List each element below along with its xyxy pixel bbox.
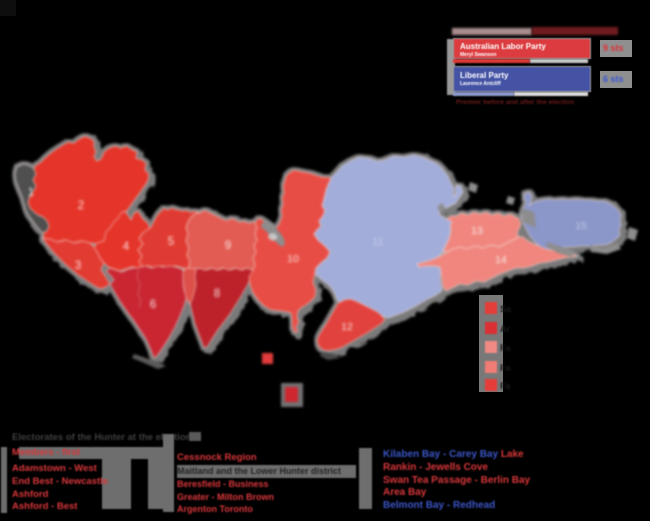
svg-text:Fa: Fa xyxy=(500,381,511,391)
svg-text:Sa: Sa xyxy=(500,304,512,314)
svg-text:14: 14 xyxy=(495,254,507,266)
svg-text:8: 8 xyxy=(214,288,220,300)
svg-text:3: 3 xyxy=(75,260,81,272)
svg-text:4: 4 xyxy=(123,241,130,253)
svg-text:11: 11 xyxy=(373,236,384,248)
svg-text:2: 2 xyxy=(78,200,84,212)
svg-text:Ar: Ar xyxy=(500,324,510,334)
svg-text:13: 13 xyxy=(471,225,483,237)
svg-text:Fa: Fa xyxy=(500,363,511,373)
svg-text:9: 9 xyxy=(225,240,231,252)
svg-text:Fa: Fa xyxy=(500,343,511,353)
svg-text:5: 5 xyxy=(168,236,174,248)
svg-text:6: 6 xyxy=(150,299,156,311)
svg-text:10: 10 xyxy=(287,253,299,265)
svg-text:1: 1 xyxy=(28,187,34,199)
svg-text:12: 12 xyxy=(341,321,353,333)
svg-text:15: 15 xyxy=(575,220,587,232)
